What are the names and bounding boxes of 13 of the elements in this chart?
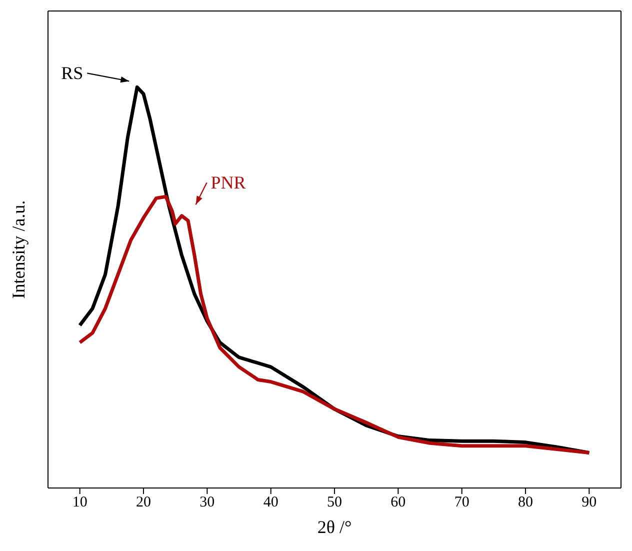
- legend-label: PNR: [210, 172, 246, 193]
- x-axis-title: 2θ /°: [317, 517, 352, 537]
- y-axis-title: Intensity /a.u.: [8, 200, 28, 299]
- x-tick-label: 80: [518, 494, 533, 511]
- x-tick-label: 60: [390, 494, 406, 511]
- x-tick-label: 50: [327, 494, 342, 511]
- x-tick-label: 40: [263, 494, 278, 511]
- text: RS: [61, 63, 84, 84]
- x-tick-label: 20: [136, 494, 151, 511]
- x-tick-label: 10: [72, 494, 88, 511]
- x-tick-label: 70: [454, 494, 470, 511]
- x-tick-label: 30: [200, 494, 215, 511]
- x-tick-label: 90: [582, 494, 597, 511]
